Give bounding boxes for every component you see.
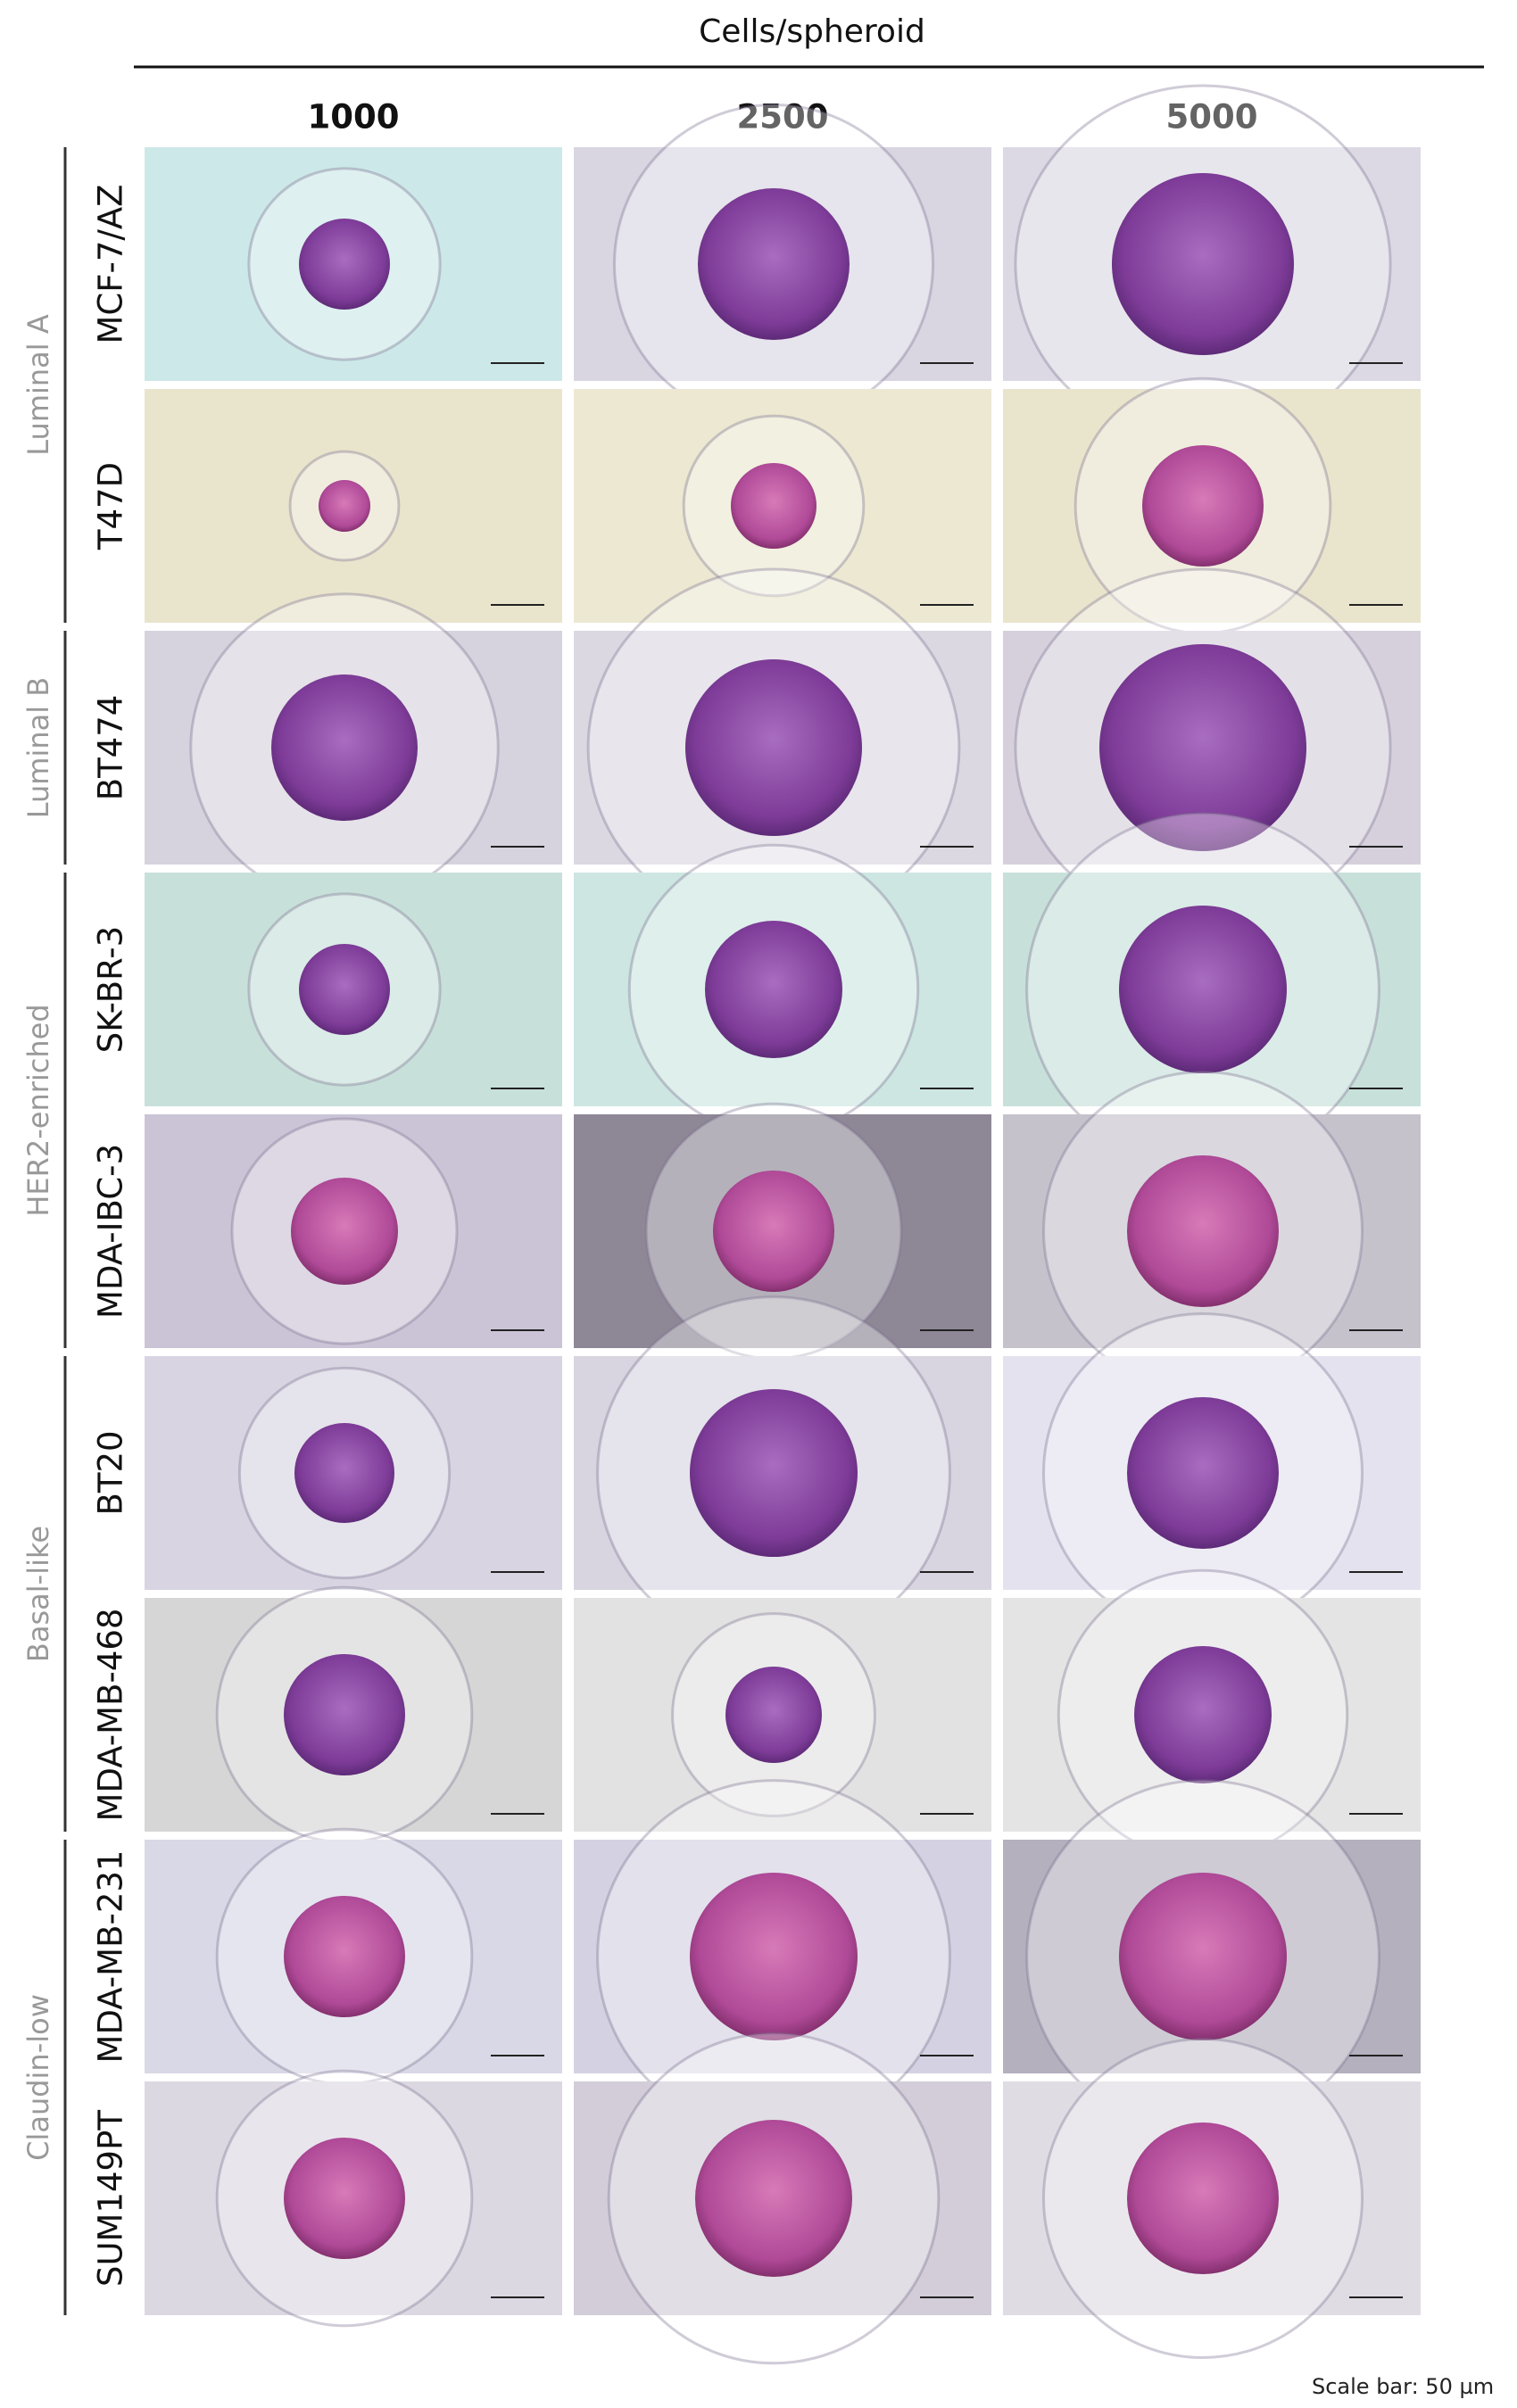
row-label: BT20 [92,1430,130,1515]
spheroid [284,2138,405,2259]
row-label: MDA-IBC-3 [92,1144,130,1319]
spheroid [713,1171,834,1292]
spheroid [1127,2123,1279,2274]
spheroid [1134,1646,1272,1783]
spheroid [299,944,390,1035]
column-label: 1000 [308,98,400,137]
spheroid [319,480,370,532]
spheroid [271,674,418,821]
spheroid [690,1873,858,2040]
spheroid [1119,906,1287,1073]
spheroid [1112,173,1294,355]
spheroid [291,1178,398,1285]
row-label: MDA-MB-468 [92,1609,130,1822]
spheroid [695,2120,852,2277]
spheroid [1119,1873,1287,2040]
row-label: MCF-7/AZ [92,184,130,343]
spheroid [698,188,850,340]
spheroid [299,219,390,310]
row-label: BT474 [92,695,130,801]
header-title: Cells/spheroid [699,13,925,50]
group-label: Luminal B [21,677,55,819]
spheroid [685,659,862,836]
column-label: 5000 [1166,98,1258,137]
spheroid [284,1654,405,1775]
spheroid [731,463,817,549]
column-label: 2500 [737,98,829,137]
row-label: T47D [92,462,130,550]
spheroid [1142,445,1264,567]
spheroid [294,1423,394,1523]
group-label: Luminal A [21,314,55,456]
spheroid [725,1667,822,1763]
spheroid [1099,644,1306,851]
row-label: SK-BR-3 [92,926,130,1053]
group-label: HER2-enriched [21,1004,55,1216]
group-label: Basal-like [21,1526,55,1662]
spheroid [690,1389,858,1557]
spheroid [705,921,842,1058]
spheroid [284,1896,405,2017]
spheroid [1127,1155,1279,1307]
scale-bar-note: Scale bar: 50 µm [1312,2374,1494,2399]
spheroid [1127,1397,1279,1549]
row-label: SUM149PT [92,2110,130,2287]
row-label: MDA-MB-231 [92,1850,130,2064]
group-label: Claudin-low [21,1994,55,2161]
